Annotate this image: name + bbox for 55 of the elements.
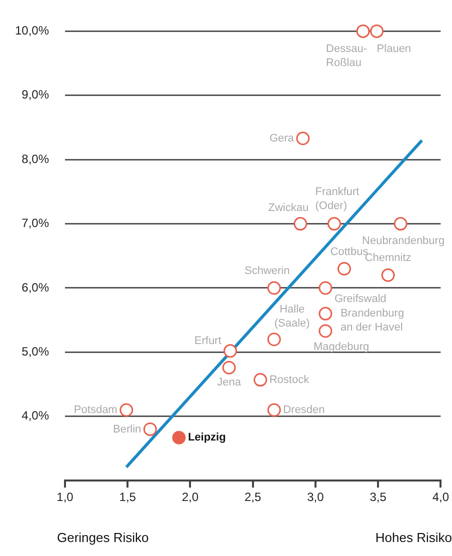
point (222, 360, 236, 374)
point (337, 262, 351, 276)
y-tick-label: 10,0% (14, 24, 50, 38)
point (224, 344, 238, 358)
annotation: Schwerin (244, 265, 290, 278)
annotation: Halle (Saale) (274, 303, 310, 330)
x-tick-label: 3,0 (307, 490, 324, 504)
point (370, 24, 384, 38)
annotation: Gera (269, 132, 295, 144)
annotation: Chemnitz (364, 252, 412, 264)
point (172, 430, 186, 444)
annotation: Berlin (113, 423, 142, 436)
annotation: Dresden (283, 404, 325, 416)
annotation: Jena (217, 376, 242, 389)
y-tick-label: 6,0% (22, 280, 50, 294)
y-tick-label: 8,0% (22, 152, 50, 166)
y-tick-label: 9,0% (22, 88, 50, 102)
point (143, 422, 157, 436)
point (327, 217, 341, 231)
text: Geringes Risiko (57, 530, 149, 545)
x-tick-label: 2,5 (244, 490, 262, 504)
annotation: Rostock (269, 374, 310, 386)
annotation: Magdeburg (313, 341, 370, 354)
point (267, 403, 281, 417)
annotation: Neubrandenburg (362, 234, 445, 247)
annotation: Brandenburg an der Havel (340, 308, 404, 334)
y-tick-label: 4,0% (22, 408, 50, 423)
point (318, 324, 332, 338)
x-tick-label: 4,0 (432, 490, 450, 504)
annotation: Leipzig (188, 432, 226, 444)
annotation: Erfurt (194, 334, 222, 347)
annotation: Plauen (376, 43, 412, 56)
x-tick-label: 2,0 (182, 490, 199, 504)
point (120, 403, 134, 417)
point (381, 268, 395, 282)
point (267, 281, 281, 295)
point (267, 332, 281, 346)
point (318, 306, 332, 320)
point (296, 132, 310, 146)
x-tick-label: 3,5 (370, 490, 387, 504)
point (394, 217, 408, 231)
x-tick-label: 1,5 (119, 490, 136, 504)
point (356, 24, 370, 38)
annotation: Dessau- Roßlau (326, 43, 368, 70)
annotation: Greifswald (334, 293, 386, 306)
y-tick-label: 7,0% (22, 216, 50, 230)
point (254, 373, 268, 387)
annotation: Zwickau (268, 202, 309, 214)
annotation: Frankfurt (Oder) (315, 186, 360, 212)
text: Hohes Risiko (375, 530, 452, 545)
y-tick-label: 5,0% (22, 344, 50, 359)
point (294, 217, 308, 231)
annotation: Potsdam (74, 404, 118, 416)
point (318, 281, 332, 295)
x-tick-label: 1,0 (56, 490, 74, 504)
